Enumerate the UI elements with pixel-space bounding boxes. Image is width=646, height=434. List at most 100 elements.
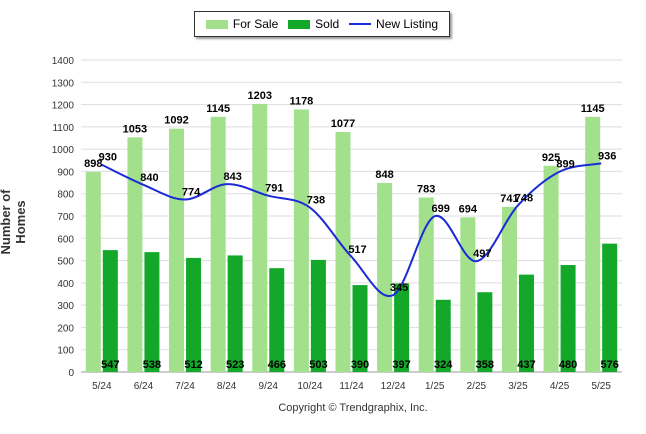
data-label-new-listing: 774 bbox=[182, 187, 201, 199]
bar-for-sale bbox=[252, 103, 268, 372]
bar-for-sale bbox=[460, 217, 476, 372]
x-tick-label: 7/24 bbox=[175, 381, 195, 392]
data-label-new-listing: 843 bbox=[223, 171, 241, 183]
x-tick-label: 5/24 bbox=[92, 381, 112, 392]
y-tick-label: 800 bbox=[57, 190, 74, 201]
data-label-new-listing: 748 bbox=[515, 192, 533, 204]
legend-swatch-sold bbox=[288, 19, 311, 29]
data-label-for-sale: 741 bbox=[500, 193, 518, 205]
data-label-new-listing: 497 bbox=[473, 248, 491, 260]
data-label-for-sale: 1053 bbox=[123, 123, 147, 135]
data-label-for-sale: 898 bbox=[84, 158, 102, 170]
bar-for-sale bbox=[169, 128, 185, 372]
data-label-for-sale: 1145 bbox=[206, 103, 230, 115]
bar-for-sale bbox=[210, 116, 226, 372]
bar-sold bbox=[186, 257, 202, 372]
data-label-for-sale: 694 bbox=[459, 203, 478, 215]
bar-for-sale bbox=[501, 206, 517, 372]
bar-sold bbox=[477, 292, 493, 372]
y-tick-label: 1100 bbox=[52, 123, 74, 134]
data-label-new-listing: 699 bbox=[432, 203, 450, 215]
chart-legend: For Sale Sold New Listing bbox=[194, 11, 450, 37]
data-label-for-sale: 1092 bbox=[164, 115, 188, 127]
data-label-sold: 390 bbox=[351, 359, 369, 371]
y-tick-label: 0 bbox=[68, 368, 74, 379]
copyright-text: Copyright © Trendgraphix, Inc. bbox=[278, 402, 428, 414]
y-tick-label: 900 bbox=[57, 167, 74, 178]
data-label-for-sale: 1178 bbox=[289, 95, 313, 107]
x-tick-label: 1/25 bbox=[425, 381, 445, 392]
data-label-sold: 538 bbox=[143, 359, 161, 371]
data-label-new-listing: 345 bbox=[390, 282, 408, 294]
data-label-sold: 480 bbox=[559, 359, 577, 371]
bar-sold bbox=[144, 252, 160, 372]
data-label-sold: 547 bbox=[101, 359, 119, 371]
data-label-sold: 576 bbox=[601, 359, 619, 371]
data-label-for-sale: 925 bbox=[542, 152, 560, 164]
bar-sold bbox=[602, 243, 618, 372]
bar-for-sale bbox=[293, 109, 309, 372]
x-tick-label: 5/25 bbox=[591, 381, 611, 392]
bar-for-sale bbox=[85, 171, 101, 372]
x-tick-label: 10/24 bbox=[297, 381, 322, 392]
data-label-new-listing: 930 bbox=[99, 152, 117, 164]
data-label-new-listing: 840 bbox=[140, 172, 158, 184]
legend-label-sold: Sold bbox=[315, 17, 340, 31]
data-label-sold: 523 bbox=[226, 359, 244, 371]
bar-sold bbox=[560, 265, 576, 372]
x-tick-label: 2/25 bbox=[467, 381, 487, 392]
y-tick-label: 500 bbox=[57, 257, 74, 268]
legend-swatch-for-sale bbox=[205, 19, 228, 29]
x-tick-label: 9/24 bbox=[259, 381, 279, 392]
data-label-new-listing: 738 bbox=[307, 195, 325, 207]
legend-item-for-sale: For Sale bbox=[205, 17, 279, 31]
bar-for-sale bbox=[335, 131, 351, 372]
legend-label-new-listing: New Listing bbox=[376, 17, 439, 31]
series-line-new-listing bbox=[101, 162, 602, 298]
bar-sold bbox=[310, 259, 326, 372]
x-tick-label: 3/25 bbox=[508, 381, 528, 392]
bar-for-sale bbox=[543, 165, 559, 372]
legend-item-sold: Sold bbox=[288, 17, 339, 31]
data-label-sold: 512 bbox=[184, 359, 202, 371]
data-label-new-listing: 936 bbox=[598, 150, 616, 162]
data-label-new-listing: 899 bbox=[556, 159, 574, 171]
data-label-new-listing: 517 bbox=[348, 244, 366, 256]
data-label-new-listing: 791 bbox=[265, 183, 283, 195]
bar-for-sale bbox=[127, 137, 143, 372]
bar-for-sale bbox=[585, 116, 601, 372]
y-tick-label: 100 bbox=[57, 346, 74, 357]
data-label-for-sale: 1077 bbox=[331, 118, 355, 130]
data-label-for-sale: 783 bbox=[417, 184, 435, 196]
data-label-for-sale: 1203 bbox=[248, 90, 272, 102]
bar-sold bbox=[435, 299, 451, 372]
data-label-for-sale: 1145 bbox=[581, 103, 605, 115]
bar-for-sale bbox=[377, 183, 393, 372]
data-label-sold: 503 bbox=[309, 359, 327, 371]
x-tick-label: 11/24 bbox=[339, 381, 364, 392]
y-tick-label: 1000 bbox=[52, 145, 75, 156]
bar-sold bbox=[518, 274, 534, 372]
x-tick-label: 12/24 bbox=[381, 381, 406, 392]
y-tick-label: 200 bbox=[57, 323, 74, 334]
y-tick-label: 700 bbox=[57, 212, 74, 223]
x-tick-label: 6/24 bbox=[134, 381, 154, 392]
data-label-sold: 397 bbox=[392, 359, 410, 371]
bar-sold bbox=[352, 285, 368, 372]
bar-sold bbox=[269, 268, 285, 372]
y-tick-label: 400 bbox=[57, 279, 74, 290]
y-tick-label: 600 bbox=[57, 234, 74, 245]
bar-sold bbox=[227, 255, 243, 372]
data-label-sold: 466 bbox=[268, 359, 286, 371]
x-tick-label: 4/25 bbox=[550, 381, 570, 392]
data-label-sold: 324 bbox=[434, 359, 453, 371]
y-tick-label: 1400 bbox=[52, 56, 75, 67]
bar-for-sale bbox=[418, 197, 434, 372]
legend-label-for-sale: For Sale bbox=[232, 17, 279, 31]
data-label-sold: 358 bbox=[476, 359, 494, 371]
bar-sold bbox=[394, 283, 410, 372]
data-label-for-sale: 848 bbox=[375, 169, 393, 181]
legend-swatch-new-listing bbox=[349, 23, 372, 25]
bar-sold bbox=[102, 250, 118, 372]
data-label-sold: 437 bbox=[517, 359, 535, 371]
